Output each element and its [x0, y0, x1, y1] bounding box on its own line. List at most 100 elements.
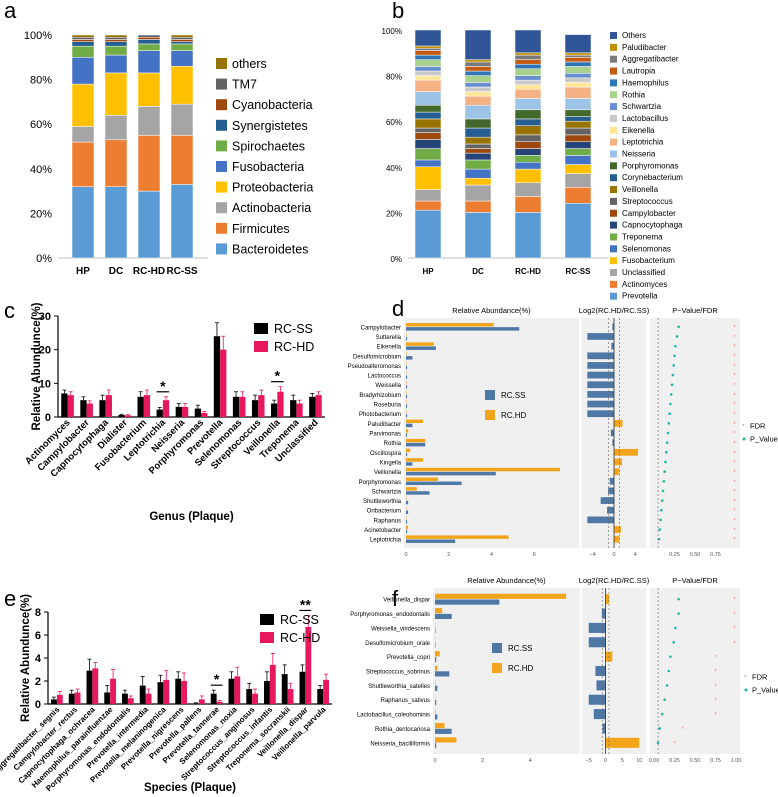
row-label: Rothia_dentocariosa — [375, 727, 431, 733]
panel-letter-f: f — [392, 586, 399, 611]
bar — [56, 694, 63, 704]
bar-segment — [514, 168, 542, 184]
bar-segment — [464, 118, 492, 129]
legend-swatch — [610, 32, 617, 39]
panel-letter-d: d — [392, 296, 404, 321]
legend-fdr-marker: * — [742, 424, 745, 431]
abundance-tick-label: 6 — [533, 552, 536, 558]
abundance-bar-rc-hd — [435, 722, 445, 729]
legend-swatch — [610, 55, 617, 63]
bar-segment — [564, 77, 592, 83]
p-tick-label: 0.25 — [669, 758, 680, 764]
bar-segment — [414, 50, 442, 56]
legend-label: FDR — [752, 673, 768, 682]
bar-segment — [514, 161, 542, 170]
bar-segment — [71, 34, 95, 38]
legend-swatch — [485, 410, 495, 420]
bar-segment — [414, 91, 442, 106]
bar — [86, 403, 93, 417]
bar — [258, 395, 265, 417]
bar — [181, 681, 187, 704]
legend-swatch — [216, 58, 227, 69]
bar-segment — [464, 86, 492, 92]
bar — [239, 396, 246, 417]
bar-segment — [464, 152, 492, 161]
abundance-bar-rc-ss — [406, 336, 408, 341]
p-value-point — [673, 354, 676, 358]
fdr-point: * — [733, 489, 736, 495]
bar-segment — [71, 39, 95, 42]
abundance-bar-rc-hd — [406, 342, 434, 346]
p-value-point — [672, 364, 675, 367]
bar — [145, 693, 152, 704]
abundance-bar-rc-ss — [406, 452, 408, 457]
fdr-point: * — [733, 403, 736, 409]
bar-segment — [414, 166, 442, 190]
log2-bar — [588, 694, 606, 705]
bar — [137, 396, 144, 417]
y-tick-label: 20 — [39, 345, 51, 357]
row-label: Eikenella — [377, 345, 402, 351]
bar-segment — [414, 148, 442, 161]
bar — [271, 403, 278, 417]
log2-tick-label: −5 — [586, 758, 592, 764]
bar-segment — [170, 184, 194, 259]
abundance-bar-rc-hd — [435, 593, 567, 599]
significance-marker: * — [160, 378, 166, 394]
bar-segment — [71, 36, 95, 40]
log2-bar — [601, 608, 606, 619]
bar-segment — [71, 83, 95, 127]
legend-label: Unclassified — [622, 268, 665, 277]
bar-segment — [564, 155, 592, 165]
y-tick-label: 20% — [30, 208, 52, 220]
log2-bar — [612, 439, 614, 447]
p-value-point — [671, 373, 675, 377]
legend-label: RC-HD — [274, 340, 314, 354]
bar-segment — [514, 54, 542, 60]
legend-label: Corynebacterium — [622, 173, 683, 182]
legend-swatch — [610, 257, 617, 265]
legend-swatch — [610, 150, 617, 158]
bar-segment — [414, 66, 442, 72]
panel-background — [404, 318, 579, 548]
p-value-point — [660, 508, 663, 512]
row-label: Porphyromonas — [359, 480, 401, 486]
legend-swatch — [610, 91, 617, 99]
legend-swatch — [610, 269, 617, 276]
fdr-point: * — [733, 641, 736, 647]
bar — [246, 689, 253, 704]
abundance-bar-rc-ss — [435, 671, 450, 677]
abundance-bar-rc-ss — [435, 613, 452, 620]
bar-segment — [514, 29, 542, 54]
legend-label: Bacteroidetes — [232, 242, 308, 256]
fdr-point: * — [733, 383, 736, 389]
fdr-point: * — [733, 626, 736, 632]
legend-label: RC-SS — [274, 322, 313, 336]
row-label: Porphyromonas_endodontalis — [350, 612, 430, 618]
bar — [201, 412, 208, 417]
legend-label: Others — [622, 31, 646, 40]
x-axis-label: Genus (Plaque) — [149, 511, 234, 523]
fdr-point: * — [714, 670, 717, 676]
legend-label: Aggregatibacter — [622, 55, 679, 64]
bar-segment — [514, 109, 542, 120]
bar-segment — [104, 186, 128, 259]
legend-swatch — [610, 280, 617, 288]
bar — [277, 391, 284, 417]
legend-swatch — [610, 174, 617, 182]
abundance-bar-rc-hd — [435, 608, 443, 614]
p-tick-label: 0.75 — [710, 758, 721, 764]
row-label: Desulfomicrobium — [353, 354, 401, 360]
y-tick-label: 0 — [45, 412, 51, 424]
fdr-point: * — [733, 460, 736, 466]
bar-segment — [464, 95, 492, 106]
bar — [124, 415, 132, 417]
log2-bar — [588, 637, 606, 648]
legend-swatch — [216, 78, 227, 90]
p-value-point — [677, 612, 680, 615]
legend-swatch — [610, 162, 617, 170]
bar-segment — [464, 66, 492, 72]
row-label: Photobacterium — [359, 412, 401, 418]
bar-segment — [170, 50, 194, 67]
chart-f-species-differential: Relative Abundance(%) Log2(RC.HD/RC.SS) P−… — [350, 576, 778, 764]
